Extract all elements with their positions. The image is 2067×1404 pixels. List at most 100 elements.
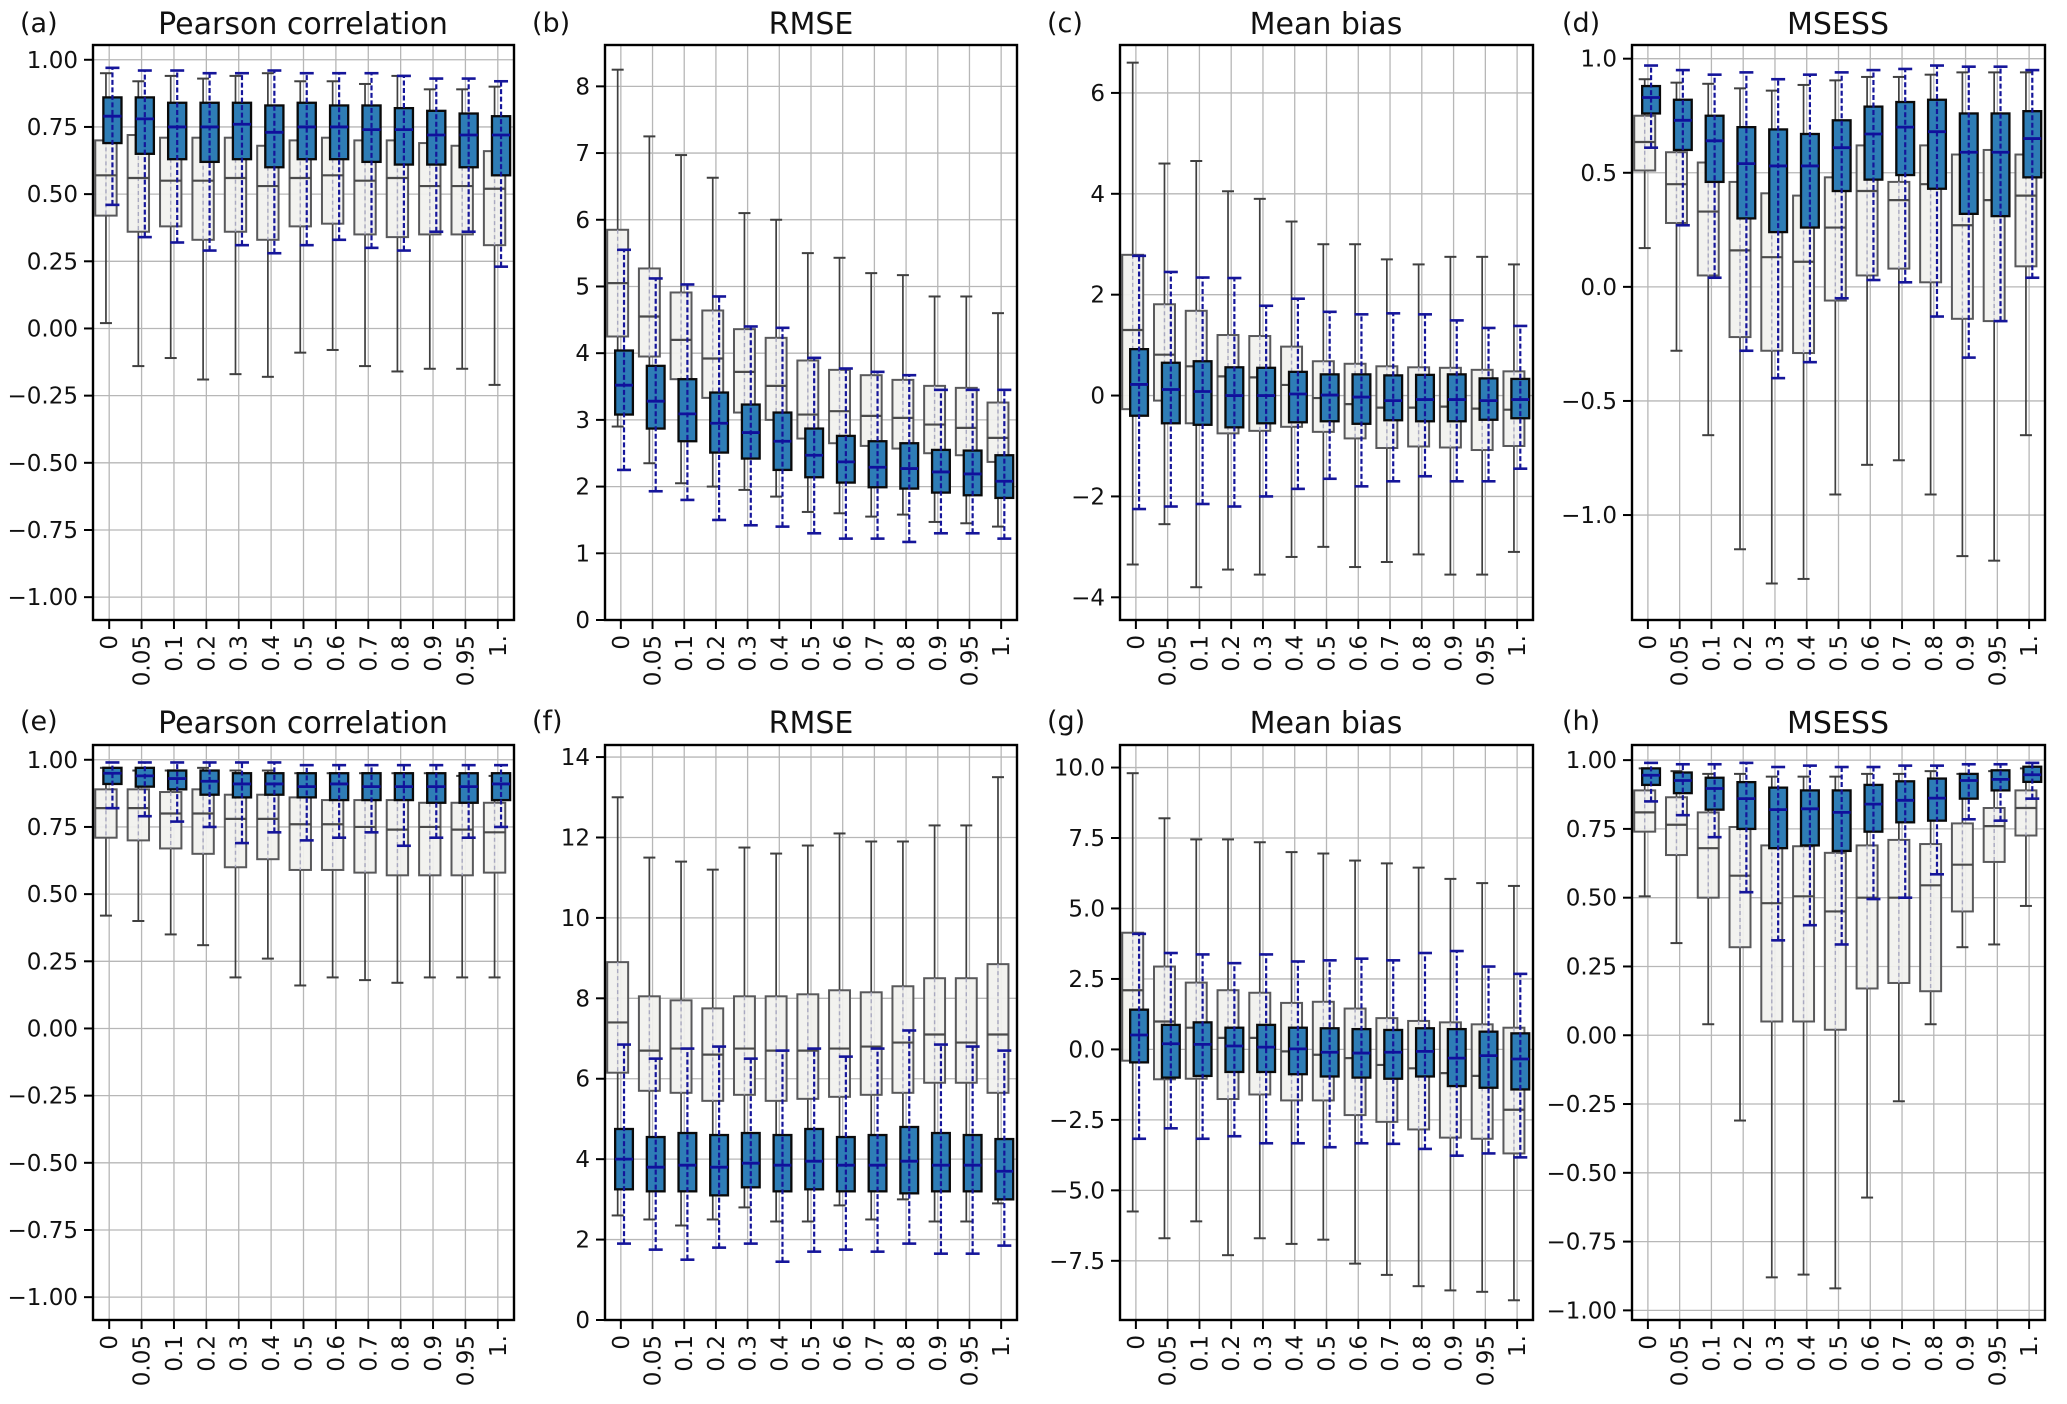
panel-c-xtick: 0.1	[1187, 635, 1213, 672]
panel-a-ytick: 0.75	[27, 115, 78, 141]
panel-f-ytick: 12	[561, 825, 590, 851]
panel-e-xtick: 0.95	[453, 1335, 479, 1386]
panel-h-xtick: 0.1	[1699, 1335, 1725, 1372]
panel-g-ytick: 10.0	[1054, 756, 1105, 782]
panel-h-xtick: 0.2	[1731, 1335, 1757, 1372]
panel-a-xtick: 0.3	[227, 635, 253, 672]
panel-title-c: Mean bias	[1250, 7, 1403, 42]
panel-d-xtick: 0.7	[1890, 635, 1916, 672]
panel-f-xtick: 0.5	[799, 1335, 825, 1372]
panel-c-box-0.4	[1280, 220, 1308, 558]
panel-h-xtick: 0.7	[1890, 1335, 1916, 1372]
panel-g: (g) Mean bias 10.0 7.5 5.0 2.5 0.0 −2.5 −5.0 −7…	[1047, 706, 1535, 1386]
panel-h-xtick: 0.5	[1827, 1335, 1853, 1372]
panel-h-box-0	[1633, 761, 1662, 898]
panel-c-box-0.95	[1470, 255, 1499, 576]
panel-h-ytick: 0.75	[1566, 817, 1617, 843]
panel-e-box-0.7	[353, 763, 382, 982]
panel-a-box-0.2	[191, 71, 220, 381]
panel-g-ytick: 0.0	[1068, 1037, 1105, 1063]
panel-e-xtick: 0.2	[194, 1335, 220, 1372]
panel-h-xtick: 0.4	[1795, 1335, 1821, 1372]
panel-title-a: Pearson correlation	[158, 7, 448, 42]
panel-g-box-1.	[1502, 884, 1531, 1302]
panel-c-ytick: 2	[1090, 283, 1105, 309]
panel-h-box-0.8	[1919, 764, 1948, 1026]
panel-d: (d) MSESS 1.00.50.0−0.5−1.00 0.05 0.1 0.2 0.…	[1561, 7, 2047, 686]
panel-c-xtick: 0.05	[1156, 635, 1182, 686]
panel-a-box-0.05	[126, 69, 156, 368]
panel-d-xtick: 0.6	[1858, 635, 1884, 672]
panel-f-xtick: 0.6	[831, 1335, 857, 1372]
panel-f-xtick: 1.	[989, 1335, 1015, 1357]
panel-title-h: MSESS	[1787, 706, 1889, 741]
panel-h-xtick: 0.8	[1922, 1335, 1948, 1372]
panel-b-xtick: 0.2	[704, 635, 730, 672]
panel-e-xtick: 0.6	[324, 1335, 350, 1372]
panel-b-xtick: 0.8	[894, 635, 920, 672]
panel-e-box-0.3	[223, 761, 253, 979]
panel-e-ytick: −0.75	[8, 1218, 78, 1244]
panel-a-box-0.7	[353, 71, 382, 368]
panel-g-xtick: 0.6	[1346, 1335, 1372, 1372]
panel-g-box-0.6	[1343, 859, 1372, 1265]
panel-a-xtick: 0.6	[324, 635, 350, 672]
panel-g-xtick: 0.8	[1410, 1335, 1436, 1372]
panel-d-xtick: 0.5	[1827, 635, 1853, 672]
panel-h-xtick: 0.6	[1858, 1335, 1884, 1372]
panel-g-box-0.8	[1407, 866, 1436, 1288]
panel-c-ytick: −2	[1071, 484, 1105, 510]
panel-g-box-0	[1121, 772, 1150, 1213]
panel-f-xtick: 0.7	[862, 1335, 888, 1372]
panel-e-ytick: 1.00	[27, 748, 78, 774]
panel-a-ytick: −1.00	[8, 585, 78, 611]
panel-b-box-0.3	[732, 212, 761, 527]
panel-g-xtick: 0.05	[1156, 1335, 1182, 1386]
panel-e-xtick: 0.3	[227, 1335, 253, 1372]
panel-f-xtick: 0.2	[704, 1335, 730, 1372]
panel-title-g: Mean bias	[1250, 706, 1403, 741]
panel-g-box-0.7	[1375, 862, 1404, 1276]
panel-d-ytick: 0.0	[1580, 275, 1617, 301]
panel-a-box-0.3	[223, 71, 253, 376]
panel-c-xtick: 0.5	[1315, 635, 1341, 672]
panel-e-ytick: 0.00	[27, 1016, 78, 1042]
panel-a-box-0.8	[385, 74, 415, 373]
panel-d-box-1.	[2014, 68, 2043, 437]
panel-g-ytick: −7.5	[1049, 1249, 1105, 1275]
panel-g-box-0.95	[1470, 882, 1499, 1293]
panel-b-xtick: 0.7	[862, 635, 888, 672]
panel-g-box-0.3	[1248, 841, 1277, 1240]
panel-g-box-0.5	[1311, 852, 1340, 1241]
panel-g-ytick: 2.5	[1068, 967, 1105, 993]
panel-d-box-0.6	[1855, 68, 1884, 466]
panel-h: (h) MSESS 1.000.750.500.250.00−0.25−0.50…	[1547, 706, 2047, 1386]
panel-a-box-0.9	[418, 77, 447, 370]
panel-a-ytick: −0.25	[8, 384, 78, 410]
panel-c-xtick: 0	[1124, 635, 1150, 650]
panel-b-box-0.8	[891, 274, 920, 544]
panel-h-xtick: 0.3	[1763, 1335, 1789, 1372]
panel-a-box-0	[94, 66, 123, 325]
panel-c-box-0.1	[1184, 160, 1213, 589]
panel-b-box-0.95	[954, 295, 983, 535]
panel-c-box-0.5	[1311, 243, 1340, 548]
panel-f-ytick: 2	[575, 1228, 590, 1254]
plot-area-g: 10.07.55.02.50.0−2.5−5.0−7.50 0.05 0.1 0.2 0…	[1049, 743, 1535, 1386]
panel-c-xtick: 0.95	[1473, 635, 1499, 686]
panel-c-xtick: 0.2	[1219, 635, 1245, 672]
panel-c-ytick: 4	[1090, 182, 1105, 208]
plot-area-h: 1.000.750.500.250.00−0.25−0.50−0.75−1.00…	[1547, 743, 2047, 1386]
panel-h-xtick: 0.95	[1985, 1335, 2011, 1386]
panel-b-xtick: 0.95	[957, 635, 983, 686]
panel-d-xtick: 0.1	[1699, 635, 1725, 672]
panel-g-box-0.9	[1438, 877, 1467, 1292]
panel-g-ytick: 7.5	[1068, 826, 1105, 852]
panel-b-xtick: 0.1	[672, 635, 698, 672]
panel-e-xtick: 0.8	[389, 1335, 415, 1372]
panel-c-ytick: 0	[1090, 384, 1105, 410]
panel-f-xtick: 0	[609, 1335, 635, 1350]
panel-a-xtick: 0.2	[194, 635, 220, 672]
panel-e-ytick: −1.00	[8, 1285, 78, 1311]
